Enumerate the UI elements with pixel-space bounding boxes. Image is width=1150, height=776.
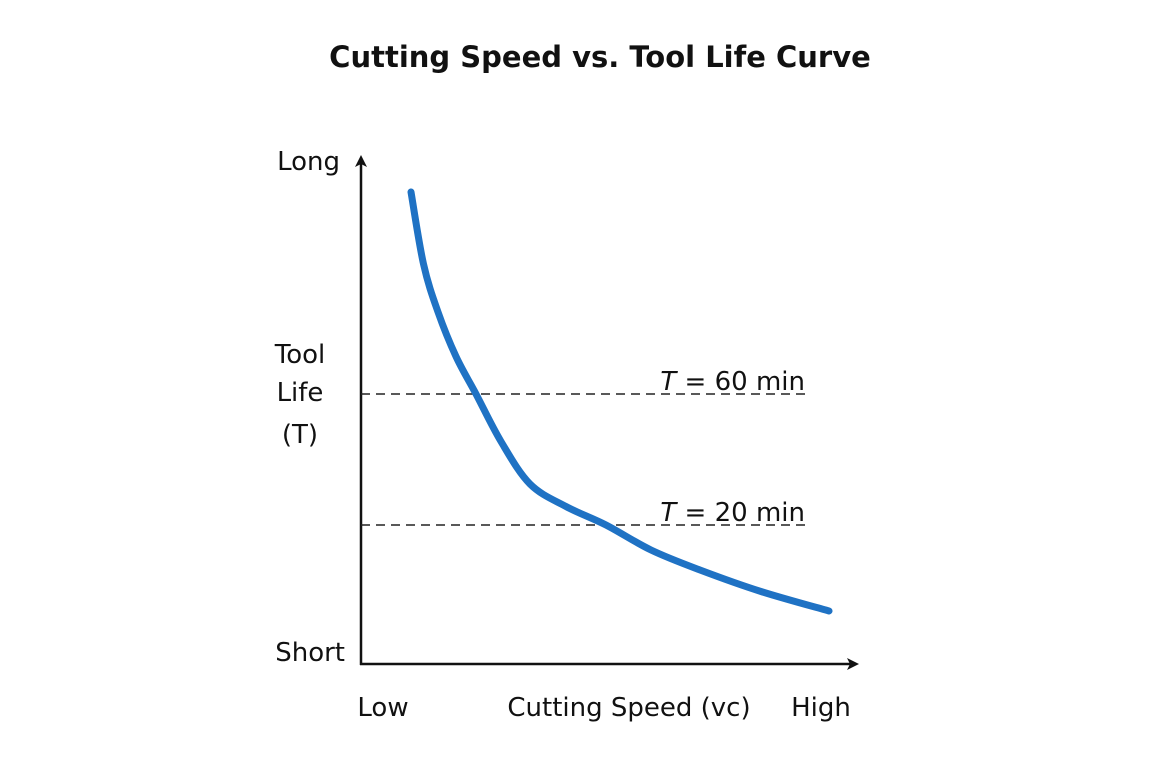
y-axis-label-line3: (T) <box>282 420 318 450</box>
y-axis-label-line2: Life <box>277 378 324 408</box>
y-tick-long: Long <box>277 147 340 177</box>
tool-life-curve <box>407 188 833 615</box>
reference-label-1: T = 20 min <box>660 498 805 528</box>
x-tick-high: High <box>791 693 851 723</box>
chart-title: Cutting Speed vs. Tool Life Curve <box>329 40 871 74</box>
y-tick-short: Short <box>275 638 345 668</box>
y-axis-label-line1: Tool <box>274 340 326 370</box>
reference-label-0: T = 60 min <box>660 367 805 397</box>
x-axis-label: Cutting Speed (vc) <box>507 693 750 723</box>
x-tick-low: Low <box>357 693 408 723</box>
